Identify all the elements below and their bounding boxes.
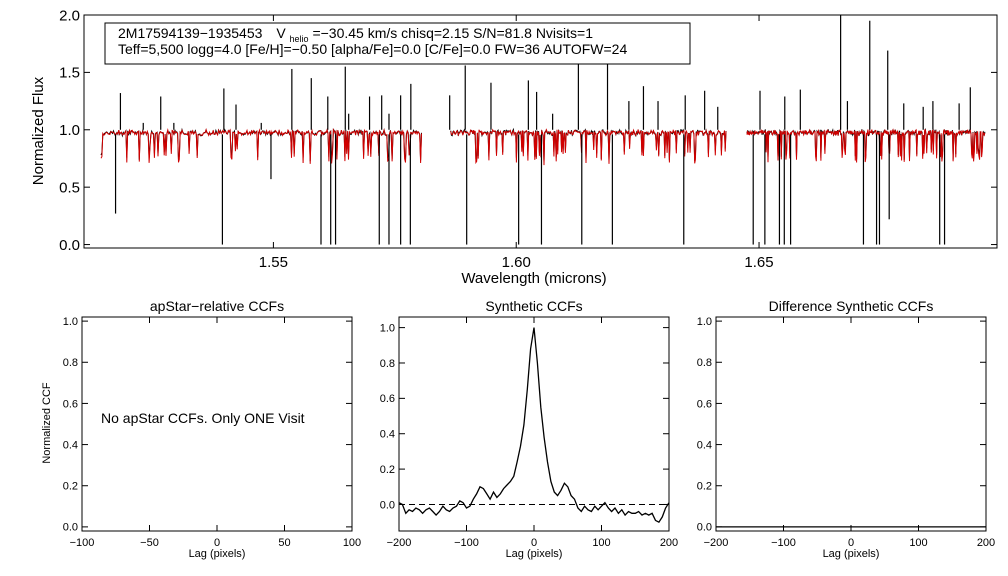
- synthetic-ccf-x-tick-label: 200: [660, 537, 678, 549]
- synthetic-ccf-frame: [398, 316, 670, 532]
- difference-ccf-frame: [715, 316, 987, 532]
- synthetic-ccf-x-tick-label: 0: [531, 537, 537, 549]
- difference-ccf-x-tick-label: 100: [909, 537, 927, 549]
- apstar-ccf-x-tick-label: 100: [343, 537, 361, 549]
- apstar-ccf-y-tick-label: 0.0: [63, 522, 78, 534]
- spectrum-panel: 1.55 1.60 1.65 0.0 0.5 1.0 1.5 2.0 2M17594139−1…: [30, 7, 998, 287]
- info-box: [104, 22, 691, 65]
- spectrum-plot-frame: [83, 14, 998, 249]
- synthetic-ccf-x-tick-label: −100: [454, 537, 479, 549]
- spectrum-spikes: [114, 15, 971, 245]
- apstar-ccf-x-label: Lag (pixels): [189, 548, 246, 560]
- model-spectrum-chip-2: [450, 128, 727, 166]
- spectrum-ticks: 1.55 1.60 1.65 0.0 0.5 1.0 1.5 2.0: [59, 7, 997, 271]
- difference-ccf-y-tick-label: 0.4: [697, 439, 712, 451]
- synthetic-ccf-ticks: −200 −100 0 100 200 0.0 0.2 0.4 0.6 0.8 1.0: [380, 317, 678, 549]
- difference-ccf-y-tick-label: 0.8: [697, 357, 712, 369]
- spectrum-x-tick-label: 1.60: [502, 254, 531, 271]
- difference-ccf-y-tick-label: 0.0: [697, 522, 712, 534]
- synthetic-ccf-y-tick-label: 0.0: [380, 499, 395, 511]
- apstar-ccf-ticks: −100 −50 0 50 100 0.0 0.2 0.4 0.6 0.8 1.0: [63, 316, 361, 549]
- spectrum-y-label: Normalized Flux: [30, 76, 47, 185]
- difference-ccf-ticks: −200 −100 0 100 200 0.0 0.2 0.4 0.6 0.8 1.0: [697, 316, 995, 549]
- difference-ccf-title: Difference Synthetic CCFs: [769, 298, 934, 314]
- synthetic-ccf-y-tick-label: 0.6: [380, 393, 395, 405]
- difference-ccf-x-label: Lag (pixels): [823, 548, 880, 560]
- synthetic-ccf-series: [398, 327, 670, 524]
- synthetic-ccf-y-tick-label: 0.2: [380, 464, 395, 476]
- vhelio-label: V: [276, 25, 286, 41]
- apstar-ccf-x-tick-label: 50: [278, 537, 290, 549]
- synthetic-ccf-title: Synthetic CCFs: [485, 298, 582, 314]
- vhelio-subscript: helio: [290, 34, 309, 44]
- difference-ccf-x-tick-label: −200: [704, 537, 729, 549]
- apstar-ccf-title: apStar−relative CCFs: [150, 298, 284, 314]
- synthetic-ccf-y-tick-label: 0.4: [380, 429, 395, 441]
- info-line-2: Teff=5,500 logg=4.0 [Fe/H]=−0.50 [alpha/…: [118, 41, 627, 57]
- info-line-1: 2M17594139−1935453 V helio =−30.45 km/s …: [118, 25, 593, 45]
- apstar-ccf-x-tick-label: −100: [70, 537, 95, 549]
- spectrum-y-tick-label: 0.5: [59, 179, 80, 196]
- difference-ccf-y-tick-label: 0.2: [697, 481, 712, 493]
- apstar-ccf-y-tick-label: 0.6: [63, 398, 78, 410]
- vhelio-values: =−30.45 km/s chisq=2.15 S/N=81.8 Nvisits…: [312, 25, 593, 41]
- no-ccf-message: No apStar CCFs. Only ONE Visit: [101, 410, 305, 426]
- model-spectrum-chip-3: [746, 128, 986, 163]
- ccf-y-label: Normalized CCF: [41, 382, 53, 464]
- synthetic-ccf-line-1: [398, 327, 670, 524]
- difference-ccf-panel: Difference Synthetic CCFs −200 −100 0 100 20…: [697, 298, 995, 560]
- synthetic-ccf-y-tick-label: 0.8: [380, 358, 395, 370]
- spectrum-y-tick-label: 1.5: [59, 65, 80, 82]
- apstar-ccf-x-tick-label: −50: [140, 537, 159, 549]
- spectrum-x-label: Wavelength (microns): [461, 270, 606, 287]
- synthetic-ccf-panel: Synthetic CCFs −200 −100 0 100 200 0.0 0.2 0.4 0…: [380, 298, 678, 560]
- spectrum-x-tick-label: 1.55: [259, 254, 288, 271]
- synthetic-ccf-x-tick-label: −200: [387, 537, 412, 549]
- difference-ccf-x-tick-label: 0: [848, 537, 854, 549]
- difference-ccf-x-tick-label: 200: [977, 537, 995, 549]
- spectrum-y-tick-label: 2.0: [59, 7, 80, 24]
- model-spectrum-chip-1: [100, 127, 422, 164]
- spectrum-y-tick-label: 0.0: [59, 237, 80, 254]
- apstar-ccf-y-tick-label: 0.8: [63, 357, 78, 369]
- apstar-ccf-y-tick-label: 1.0: [63, 316, 78, 328]
- star-id: 2M17594139−1935453: [118, 25, 263, 41]
- apstar-ccf-panel: apStar−relative CCFs −100 −50 0 50 100 0.0 0.2…: [41, 298, 361, 560]
- spectrum-x-tick-label: 1.65: [744, 254, 773, 271]
- difference-ccf-y-tick-label: 0.6: [697, 398, 712, 410]
- spectrum-y-tick-label: 1.0: [59, 122, 80, 139]
- synthetic-ccf-y-tick-label: 1.0: [380, 322, 395, 334]
- synthetic-ccf-x-tick-label: 100: [592, 537, 610, 549]
- difference-ccf-x-tick-label: −100: [771, 537, 796, 549]
- difference-ccf-y-tick-label: 1.0: [697, 316, 712, 328]
- apstar-ccf-x-tick-label: 0: [214, 537, 220, 549]
- synthetic-ccf-x-label: Lag (pixels): [506, 548, 563, 560]
- apstar-ccf-y-tick-label: 0.2: [63, 481, 78, 493]
- apstar-ccf-y-tick-label: 0.4: [63, 439, 78, 451]
- model-spectrum: [100, 127, 986, 166]
